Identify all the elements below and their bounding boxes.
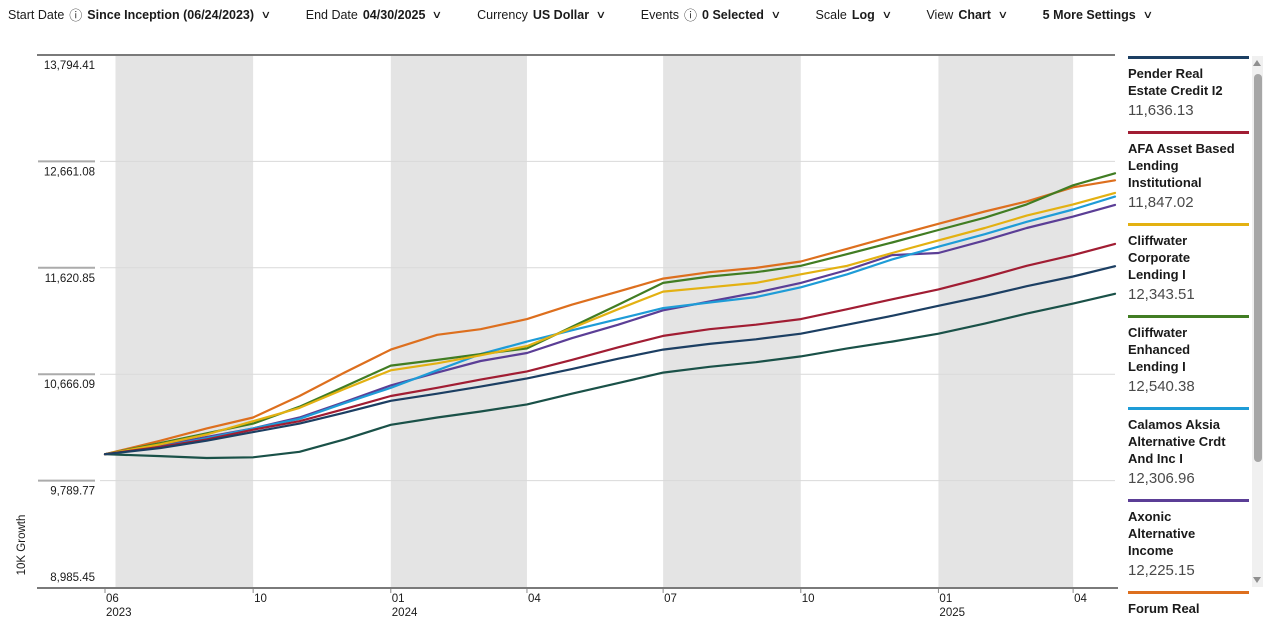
legend-name: Pender Real Estate Credit I2 [1128, 66, 1223, 98]
end-date-value: 04/30/2025 [362, 8, 426, 22]
chart-line-calamos [103, 195, 1117, 456]
legend-item-calamos[interactable]: Calamos Aksia Alternative Crdt And Inc I… [1128, 407, 1249, 488]
control-start-date[interactable]: Start Date ⓘ Since Inception (06/24/2023… [8, 7, 272, 23]
legend-name: Axonic Alternative Income [1128, 509, 1196, 558]
scroll-down-icon[interactable] [1253, 577, 1261, 583]
x-tick-year-label: 2024 [392, 607, 418, 619]
scale-label: Scale [815, 8, 847, 22]
y-tick-label: 10,666.09 [44, 379, 95, 391]
legend-name: Calamos Aksia Alternative Crdt And Inc I [1128, 417, 1226, 466]
legend-scrollbar[interactable] [1252, 56, 1263, 587]
control-currency[interactable]: Currency US Dollar ∨ [477, 8, 607, 22]
scale-value: Log [851, 8, 875, 22]
view-label: View [926, 8, 954, 22]
legend-item-forum[interactable]: Forum Real Estate [1128, 591, 1249, 619]
chart-line-pender [103, 265, 1117, 456]
legend-item-axonic[interactable]: Axonic Alternative Income 12,225.15 [1128, 499, 1249, 580]
chevron-down-icon: ∨ [997, 9, 1009, 21]
x-tick-label: 07 [664, 593, 677, 605]
legend-panel: Pender Real Estate Credit I2 11,636.13 A… [1128, 56, 1249, 619]
currency-value: US Dollar [532, 8, 590, 22]
legend-name: Cliffwater Corporate Lending I [1128, 233, 1191, 282]
legend-value: 12,343.51 [1128, 286, 1195, 303]
y-tick-label: 13,794.41 [44, 60, 95, 72]
legend-item-cliffwater-enhanced[interactable]: Cliffwater Enhanced Lending I 12,540.38 [1128, 315, 1249, 396]
x-tick-label: 01 [392, 593, 405, 605]
legend-name: AFA Asset Based Lending Institutional [1128, 141, 1235, 190]
info-icon[interactable]: ⓘ [684, 7, 698, 23]
x-tick-year-label: 2025 [939, 607, 965, 619]
legend-value: 12,540.38 [1128, 378, 1195, 395]
legend-value: 11,847.02 [1128, 194, 1194, 211]
scroll-up-icon[interactable] [1253, 60, 1261, 66]
legend-item-afa[interactable]: AFA Asset Based Lending Institutional 11… [1128, 131, 1249, 212]
quarter-band [938, 56, 1074, 587]
more-settings-value: 5 More Settings [1042, 8, 1136, 22]
scrollbar-thumb[interactable] [1253, 74, 1262, 462]
quarter-band [115, 56, 254, 587]
start-date-label: Start Date [8, 8, 65, 22]
control-scale[interactable]: Scale Log ∨ [815, 8, 892, 22]
currency-label: Currency [477, 8, 528, 22]
x-tick-label: 10 [254, 593, 267, 605]
info-icon[interactable]: ⓘ [69, 7, 83, 23]
x-tick-label: 04 [528, 593, 541, 605]
chevron-down-icon: ∨ [260, 9, 272, 21]
y-tick-label: 8,985.45 [50, 572, 95, 584]
chart-line-forum [103, 179, 1117, 456]
control-more-settings[interactable]: 5 More Settings ∨ [1042, 8, 1153, 22]
x-tick-label: 06 [106, 593, 119, 605]
chevron-down-icon: ∨ [881, 9, 892, 21]
control-view[interactable]: View Chart ∨ [926, 8, 1009, 22]
legend-name: Forum Real Estate [1128, 601, 1200, 619]
chart-line-series8 [103, 292, 1117, 460]
end-date-label: End Date [305, 8, 358, 22]
chevron-down-icon: ∨ [770, 9, 782, 21]
control-end-date[interactable]: End Date 04/30/2025 ∨ [305, 8, 443, 22]
quarter-band [390, 56, 527, 587]
legend-name: Cliffwater Enhanced Lending I [1128, 325, 1191, 374]
legend-item-pender[interactable]: Pender Real Estate Credit I2 11,636.13 [1128, 56, 1249, 120]
control-events[interactable]: Events ⓘ 0 Selected ∨ [640, 7, 782, 23]
toolbar: Start Date ⓘ Since Inception (06/24/2023… [0, 0, 1280, 30]
x-tick-year-label: 2023 [106, 607, 132, 619]
y-tick-label: 9,789.77 [50, 486, 95, 498]
start-date-value: Since Inception (06/24/2023) [87, 8, 255, 22]
legend-item-cliffwater-corporate[interactable]: Cliffwater Corporate Lending I 12,343.51 [1128, 223, 1249, 304]
y-axis-title: 10K Growth [16, 515, 28, 576]
x-tick-label: 04 [1074, 593, 1087, 605]
y-tick-label: 11,620.85 [45, 273, 95, 285]
chart-line-cliffcorp [103, 191, 1117, 456]
events-value: 0 Selected [702, 8, 764, 22]
chevron-down-icon: ∨ [431, 9, 443, 21]
chart-line-afa [103, 242, 1117, 456]
view-value: Chart [958, 8, 991, 22]
legend-value: 12,225.15 [1128, 562, 1195, 579]
x-tick-label: 01 [939, 593, 952, 605]
chevron-down-icon: ∨ [595, 9, 607, 21]
legend-value: 11,636.13 [1128, 102, 1194, 119]
x-tick-label: 10 [802, 593, 815, 605]
chevron-down-icon: ∨ [1142, 9, 1153, 21]
events-label: Events [640, 8, 679, 22]
legend-value: 12,306.96 [1128, 470, 1195, 487]
y-tick-label: 12,661.08 [44, 166, 95, 178]
